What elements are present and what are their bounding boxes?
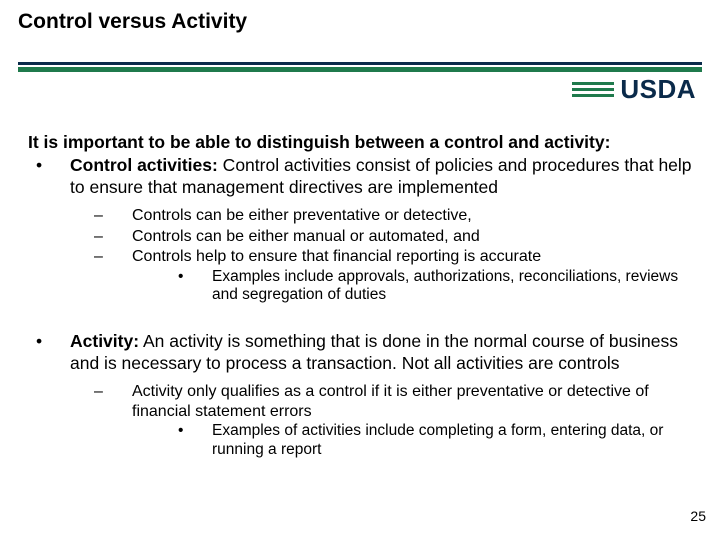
bullet-level1: • Activity: An activity is something tha…: [28, 331, 692, 374]
bullet-text: Activity only qualifies as a control if …: [132, 382, 692, 421]
bullet-glyph: –: [28, 382, 132, 421]
bullet-label: Activity:: [70, 331, 139, 351]
slide: Control versus Activity USDA It is impor…: [0, 0, 720, 540]
bullet-text: Activity: An activity is something that …: [70, 331, 692, 374]
bullet-level3: • Examples of activities include complet…: [28, 422, 692, 460]
spacer: [28, 315, 692, 329]
bullet-text: Control activities: Control activities c…: [70, 155, 692, 198]
bullet-glyph: –: [28, 247, 132, 267]
bullet-glyph: –: [28, 206, 132, 226]
sub-bullets: – Activity only qualifies as a control i…: [28, 382, 692, 460]
usda-logo: USDA: [572, 74, 696, 105]
divider-green: [18, 67, 702, 72]
bullet-text: Controls can be either manual or automat…: [132, 227, 692, 247]
bullet-text: Controls help to ensure that financial r…: [132, 247, 692, 267]
bullet-level2: – Controls can be either preventative or…: [28, 206, 692, 226]
lead-text: It is important to be able to distinguis…: [28, 132, 692, 153]
slide-title: Control versus Activity: [18, 10, 247, 34]
bullet-glyph: •: [28, 331, 70, 374]
usda-bars-icon: [572, 82, 614, 97]
bullet-level1: • Control activities: Control activities…: [28, 155, 692, 198]
usda-wordmark: USDA: [620, 74, 696, 105]
bullet-level2: – Controls can be either manual or autom…: [28, 227, 692, 247]
bullet-level3: • Examples include approvals, authorizat…: [28, 268, 692, 306]
bullet-label: Control activities:: [70, 155, 218, 175]
bullet-text: Examples of activities include completin…: [212, 422, 692, 460]
bullet-glyph: –: [28, 227, 132, 247]
logo-bar: [572, 82, 614, 85]
bullet-glyph: •: [28, 422, 212, 460]
logo-bar: [572, 94, 614, 97]
sub-bullets: – Controls can be either preventative or…: [28, 206, 692, 305]
bullet-rest: An activity is something that is done in…: [70, 331, 678, 372]
bullet-glyph: •: [28, 155, 70, 198]
slide-body: It is important to be able to distinguis…: [28, 132, 692, 470]
divider-dark: [18, 62, 702, 65]
bullet-text: Examples include approvals, authorizatio…: [212, 268, 692, 306]
page-number: 25: [690, 508, 706, 524]
bullet-level2: – Activity only qualifies as a control i…: [28, 382, 692, 421]
bullet-glyph: •: [28, 268, 212, 306]
bullet-level2: – Controls help to ensure that financial…: [28, 247, 692, 267]
logo-bar: [572, 88, 614, 91]
bullet-text: Controls can be either preventative or d…: [132, 206, 692, 226]
